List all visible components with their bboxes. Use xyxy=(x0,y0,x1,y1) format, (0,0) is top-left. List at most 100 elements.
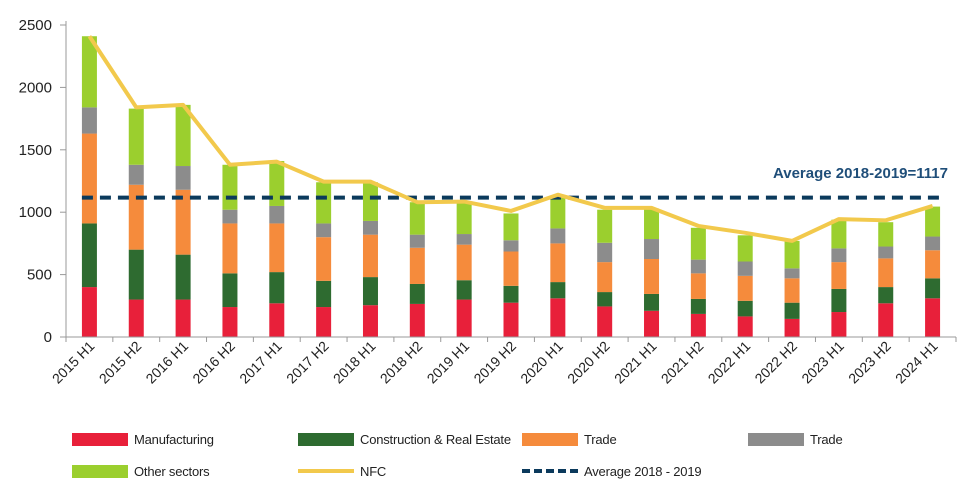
bar-segment xyxy=(269,303,285,337)
bar-segment xyxy=(784,240,800,269)
x-tick-label: 2023 H2 xyxy=(845,338,894,387)
bar-segment xyxy=(316,237,332,281)
bar-segment xyxy=(362,182,378,221)
nfc-line xyxy=(87,35,934,243)
bar-segment xyxy=(878,287,894,304)
x-tick-label: 2015 H2 xyxy=(96,338,145,387)
bar-segment xyxy=(222,307,238,337)
x-tick-label: 2019 H1 xyxy=(424,338,473,387)
bar-segment xyxy=(362,305,378,337)
x-tick-label: 2021 H2 xyxy=(658,338,707,387)
bar-segment xyxy=(737,275,753,301)
bar-segment xyxy=(550,228,566,244)
bar-segment xyxy=(409,247,425,284)
bar-segment xyxy=(690,298,706,314)
axes xyxy=(65,21,956,338)
bar-segment xyxy=(503,251,519,286)
bar-segment xyxy=(550,298,566,337)
bar-segment xyxy=(597,292,613,307)
x-tick-label: 2017 H2 xyxy=(283,338,332,387)
bar-segment xyxy=(175,299,191,337)
bar-segment xyxy=(737,261,753,276)
legend-label: Construction & Real Estate xyxy=(360,431,511,447)
x-tick-label: 2018 H2 xyxy=(377,338,426,387)
bar-segment xyxy=(550,282,566,299)
bar-segment xyxy=(128,299,144,337)
legend-label: Manufacturing xyxy=(134,431,214,447)
bar-segment xyxy=(456,203,472,235)
legend-label: Average 2018 - 2019 xyxy=(584,463,702,479)
bar-segment xyxy=(503,302,519,337)
x-tick-label: 2022 H2 xyxy=(751,338,800,387)
legend-swatch-manufacturing xyxy=(72,432,128,446)
x-tick-label: 2020 H2 xyxy=(564,338,613,387)
bar-segment xyxy=(690,273,706,299)
bar-segment xyxy=(456,234,472,245)
legend-item-other-sectors: Other sectors xyxy=(72,461,210,481)
bar-segment xyxy=(597,209,613,243)
bar-segment xyxy=(550,243,566,283)
bar-segment xyxy=(269,223,285,273)
y-tick-label: 1500 xyxy=(19,142,52,159)
bar-segment xyxy=(81,36,97,108)
line-series xyxy=(81,35,941,243)
bar-segment xyxy=(644,208,660,240)
bar-segment xyxy=(597,306,613,337)
bar-segment xyxy=(362,220,378,235)
y-tick-label: 2500 xyxy=(19,17,52,34)
bar-segment xyxy=(222,273,238,308)
bar-segment xyxy=(409,202,425,235)
x-tick-label: 2016 H2 xyxy=(189,338,238,387)
y-axis-ticks: 0 500 1000 1500 2000 2500 xyxy=(19,17,66,346)
x-tick-label: 2019 H2 xyxy=(470,338,519,387)
x-tick-label: 2022 H1 xyxy=(705,338,754,387)
bar-segment xyxy=(831,219,847,249)
legend-label: Trade xyxy=(584,431,617,447)
legend-dash-average xyxy=(522,469,578,473)
bar-segment xyxy=(175,166,191,190)
bar-segment xyxy=(737,235,753,262)
bar-segment xyxy=(316,182,332,224)
legend-item-trade-gray: Trade xyxy=(748,429,843,449)
legend-item-manufacturing: Manufacturing xyxy=(72,429,214,449)
bar-segment xyxy=(831,262,847,289)
legend: Manufacturing Construction & Real Estate… xyxy=(0,425,970,485)
bar-segment xyxy=(269,161,285,206)
bar-segment xyxy=(597,242,613,263)
y-tick-label: 1000 xyxy=(19,204,52,221)
bar-segment xyxy=(128,108,144,165)
bar-segment xyxy=(925,206,941,237)
bar-segment xyxy=(503,240,519,252)
bar-segment xyxy=(222,164,238,210)
bar-segment xyxy=(925,250,941,279)
bar-segment xyxy=(456,244,472,281)
legend-line-nfc xyxy=(298,469,354,473)
y-tick-label: 2000 xyxy=(19,79,52,96)
legend-label: Trade xyxy=(810,431,843,447)
bar-segment xyxy=(362,277,378,306)
bar-segment xyxy=(831,288,847,313)
y-tick-label: 0 xyxy=(44,329,52,346)
x-tick-label: 2023 H1 xyxy=(798,338,847,387)
bar-segment xyxy=(784,278,800,303)
x-tick-label: 2017 H1 xyxy=(236,338,285,387)
bar-stacks xyxy=(81,36,941,337)
x-tick-label: 2021 H1 xyxy=(611,338,660,387)
bar-segment xyxy=(644,259,660,294)
x-tick-label: 2024 H1 xyxy=(892,338,941,387)
legend-swatch-trade-gray xyxy=(748,432,804,446)
x-tick-label: 2020 H1 xyxy=(517,338,566,387)
bar-segment xyxy=(175,254,191,300)
bar-segment xyxy=(409,234,425,248)
bar-segment xyxy=(362,234,378,278)
bar-segment xyxy=(737,316,753,337)
bar-segment xyxy=(81,287,97,337)
bar-segment xyxy=(597,262,613,293)
legend-item-construction: Construction & Real Estate xyxy=(298,429,511,449)
x-tick-label: 2015 H1 xyxy=(49,338,98,387)
bar-segment xyxy=(925,278,941,299)
bar-segment xyxy=(878,303,894,337)
bar-segment xyxy=(831,312,847,337)
bar-segment xyxy=(550,195,566,229)
